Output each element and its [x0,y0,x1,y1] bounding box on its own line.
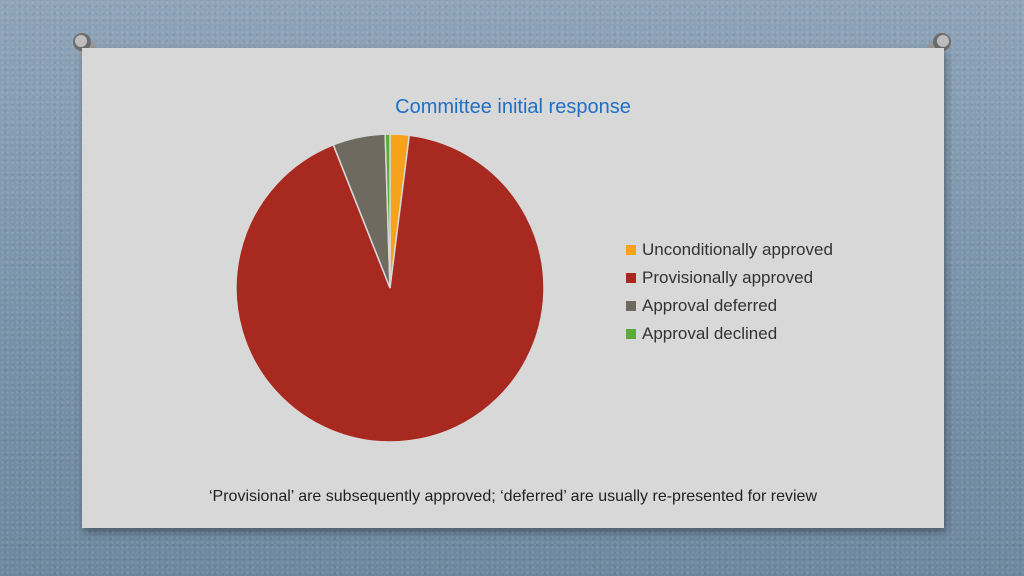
pie-slice-provisionally-approved [235,134,545,443]
slide-board: Committee initial response Unconditional… [82,48,944,528]
legend-item: Approval declined [626,320,833,348]
legend-item: Provisionally approved [626,264,833,292]
legend-label: Approval declined [642,324,778,343]
legend-item: Unconditionally approved [626,236,833,264]
legend-label: Provisionally approved [642,268,814,287]
legend-item: Approval deferred [626,292,833,320]
legend-swatch [626,329,636,339]
legend-swatch [626,301,636,311]
pie-chart [235,133,545,443]
footnote: ‘Provisional’ are subsequently approved;… [208,488,818,505]
legend-swatch [626,245,636,255]
chart-title: Committee initial response [395,96,631,118]
pie-slice-approval-declined [384,133,391,289]
legend-label: Unconditionally approved [642,240,833,259]
legend-label: Approval deferred [642,296,778,315]
chart-legend: Unconditionally approved Provisionally ap… [626,236,833,348]
legend-swatch [626,273,636,283]
